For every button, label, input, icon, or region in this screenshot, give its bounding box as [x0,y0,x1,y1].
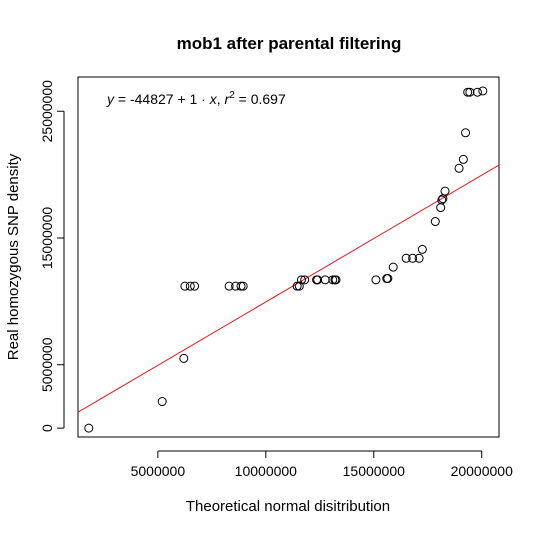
data-point [430,217,440,227]
data-point [414,253,424,263]
regression-equation: y = -44827 + 1 · x, r2 = 0.697 [106,90,286,107]
data-point [454,163,464,173]
data-point [401,253,411,263]
eq-y-var: y [106,91,115,107]
data-point [388,262,398,272]
data-point [238,281,248,291]
data-point [478,86,488,96]
data-point [180,281,190,291]
y-axis-label: Real homozygous SNP density [5,153,22,360]
x-tick-label: 10000000 [235,463,298,479]
data-point [157,397,167,407]
y-tick-label: 25000000 [39,80,55,143]
data-point [331,275,341,285]
y-tick-label: 5000000 [39,337,55,392]
data-point [236,281,246,291]
eq-r-var: r [225,91,231,107]
data-point [440,186,450,196]
data-point [296,275,306,285]
data-point [328,275,338,285]
eq-x-var: x [209,91,218,107]
points-layer [84,86,488,433]
data-point [408,253,418,263]
data-point [300,275,310,285]
data-point [371,275,381,285]
data-point [472,87,482,97]
data-point [383,274,393,284]
x-tick-label: 5000000 [131,463,186,479]
data-point [417,244,427,254]
data-point [294,281,304,291]
eq-r-value: = 0.697 [235,91,286,107]
data-point [84,423,94,433]
x-axis-label: Theoretical normal disitribution [186,498,390,515]
x-tick-label: 20000000 [451,463,514,479]
data-point [463,87,473,97]
data-point [458,154,468,164]
plot-frame [77,76,500,438]
y-axis: 0 5000000 15000000 25000000 [39,80,65,432]
fit-line-layer [77,164,500,413]
data-point [461,128,471,138]
data-point [436,203,446,213]
y-tick-label: 0 [39,424,55,432]
data-point [179,353,189,363]
data-point [292,281,302,291]
data-point [185,281,195,291]
x-axis: 5000000 10000000 15000000 20000000 [131,450,514,479]
regression-line [77,164,500,413]
eq-r-exp: 2 [229,90,235,101]
data-point [320,275,330,285]
eq-body: = -44827 + 1 · [114,91,210,107]
data-point [224,281,234,291]
data-point [190,281,200,291]
data-point [437,195,447,205]
eq-sep: , [217,91,225,107]
y-tick-label: 15000000 [39,207,55,270]
x-tick-label: 15000000 [343,463,406,479]
chart-title: mob1 after parental filtering [177,34,402,53]
